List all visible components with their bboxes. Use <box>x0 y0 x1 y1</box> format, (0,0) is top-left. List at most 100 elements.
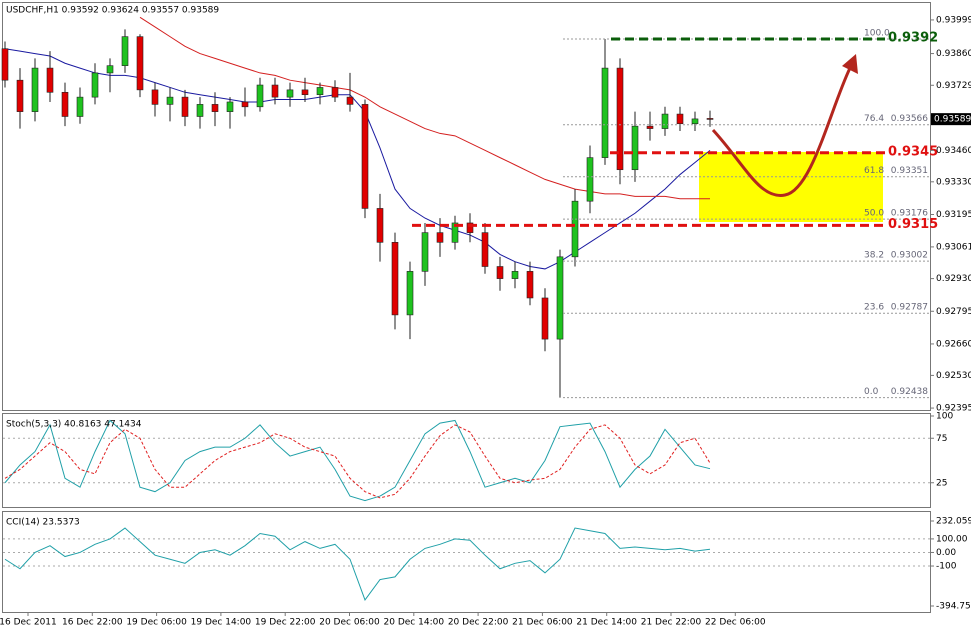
time-label: 20 Dec 06:00 <box>319 618 380 628</box>
candle-body <box>31 67 39 112</box>
candle-body <box>526 271 534 299</box>
y-tick-label: 0.93195 <box>936 210 971 220</box>
indicator-line <box>139 16 710 200</box>
y-tick-label: 0.92530 <box>936 371 971 381</box>
indicator-line <box>4 527 711 601</box>
fib-price: 0.93566 <box>891 114 928 124</box>
candle-body <box>166 96 174 105</box>
y-tick-label: -100 <box>936 562 957 572</box>
cci-title: CCI(14) 23.5373 <box>6 518 80 528</box>
candle-body <box>46 67 54 93</box>
candle-body <box>136 36 144 91</box>
indicator-line <box>4 48 711 270</box>
candle-body <box>706 118 714 120</box>
fib-price: 0.92787 <box>891 303 928 313</box>
candle-body <box>511 271 519 279</box>
y-tick-label: 232.0595 <box>936 517 971 527</box>
y-tick-label: 100 <box>936 412 953 422</box>
candle-body <box>106 65 114 74</box>
main-panel <box>2 2 931 411</box>
candle-body <box>211 104 219 112</box>
y-tick-label: 0.92395 <box>936 404 971 414</box>
target-zone <box>699 152 883 222</box>
level-label: 0.9392 <box>888 31 938 46</box>
fib-ratio: 0.0 <box>864 387 879 397</box>
projection-arrow <box>711 67 852 197</box>
stoch-title: Stoch(5,3,3) 40.8163 47.1434 <box>6 420 142 430</box>
y-tick-label: 0.93460 <box>936 146 971 156</box>
candle-body <box>466 222 474 233</box>
candle-body <box>661 113 669 129</box>
candle-body <box>436 232 444 243</box>
time-label: 19 Dec 22:00 <box>255 618 316 628</box>
candle-body <box>286 89 294 98</box>
y-tick-label: 100.00 <box>936 534 968 544</box>
candle-body <box>16 79 24 112</box>
time-label: 21 Dec 22:00 <box>641 618 702 628</box>
time-label: 20 Dec 14:00 <box>384 618 445 628</box>
fib-ratio: 50.0 <box>864 209 884 219</box>
candle-body <box>676 113 684 125</box>
candle-body <box>631 125 639 171</box>
candle-body <box>451 222 459 243</box>
candle-body <box>616 67 624 171</box>
fib-price: 0.93176 <box>891 209 928 219</box>
fib-ratio: 61.8 <box>864 166 884 176</box>
level-label: 0.9315 <box>888 217 938 232</box>
cci-panel <box>2 511 931 613</box>
candle-body <box>316 87 324 96</box>
candle-body <box>301 89 309 96</box>
fib-price: 0.93002 <box>891 251 928 261</box>
candle-body <box>481 232 489 267</box>
y-tick-label: 0.93860 <box>936 49 971 59</box>
candle-body <box>601 67 609 158</box>
time-label: 22 Dec 06:00 <box>705 618 766 628</box>
candle-body <box>556 256 564 340</box>
y-tick-label: 0.00 <box>936 548 956 558</box>
y-tick-label: 0.93330 <box>936 177 971 187</box>
candle-body <box>196 104 204 117</box>
fib-ratio: 76.4 <box>864 114 884 124</box>
time-label: 16 Dec 22:00 <box>62 618 123 628</box>
candle-body <box>376 208 384 243</box>
candle-body <box>586 157 594 202</box>
candle-body <box>391 242 399 316</box>
time-label: 16 Dec 2011 <box>0 618 57 628</box>
candle-body <box>691 118 699 125</box>
candle-body <box>76 96 84 117</box>
y-tick-label: -394.753 <box>936 602 971 612</box>
candle-body <box>151 89 159 105</box>
time-label: 21 Dec 14:00 <box>576 618 637 628</box>
candle-body <box>361 104 369 209</box>
fib-price: 0.92438 <box>891 387 928 397</box>
y-tick-label: 75 <box>936 434 947 444</box>
fib-ratio: 23.6 <box>864 303 884 313</box>
candle-body <box>496 266 504 279</box>
price-box <box>931 113 971 126</box>
candle-body <box>646 125 654 129</box>
main-title: USDCHF,H1 0.93592 0.93624 0.93557 0.9358… <box>6 6 219 16</box>
time-label: 19 Dec 06:00 <box>126 618 187 628</box>
time-label: 21 Dec 06:00 <box>512 618 573 628</box>
candle-body <box>421 232 429 272</box>
plot-layer: 100.0 76.4 0.93566 61.8 0.93351 50.0 0.93176 38… <box>1 16 938 601</box>
current-price: 0.93589 <box>934 115 971 125</box>
candle-body <box>241 101 249 108</box>
fib-ratio: 100.0 <box>864 29 890 39</box>
fib-ratio: 38.2 <box>864 251 884 261</box>
candle-body <box>1 48 9 81</box>
candle-body <box>121 36 129 66</box>
stoch-panel <box>2 413 931 508</box>
candle-body <box>91 72 99 98</box>
y-tick-label: 0.93061 <box>936 242 971 252</box>
arrow-head <box>842 54 858 74</box>
level-label: 0.9345 <box>888 144 938 159</box>
candle-body <box>571 200 579 258</box>
candle-body <box>346 96 354 105</box>
candle-body <box>61 91 69 117</box>
y-tick-label: 0.92930 <box>936 274 971 284</box>
time-label: 19 Dec 14:00 <box>191 618 252 628</box>
candle-body <box>271 84 279 98</box>
y-tick-label: 0.92795 <box>936 307 971 317</box>
candle-body <box>331 87 339 98</box>
